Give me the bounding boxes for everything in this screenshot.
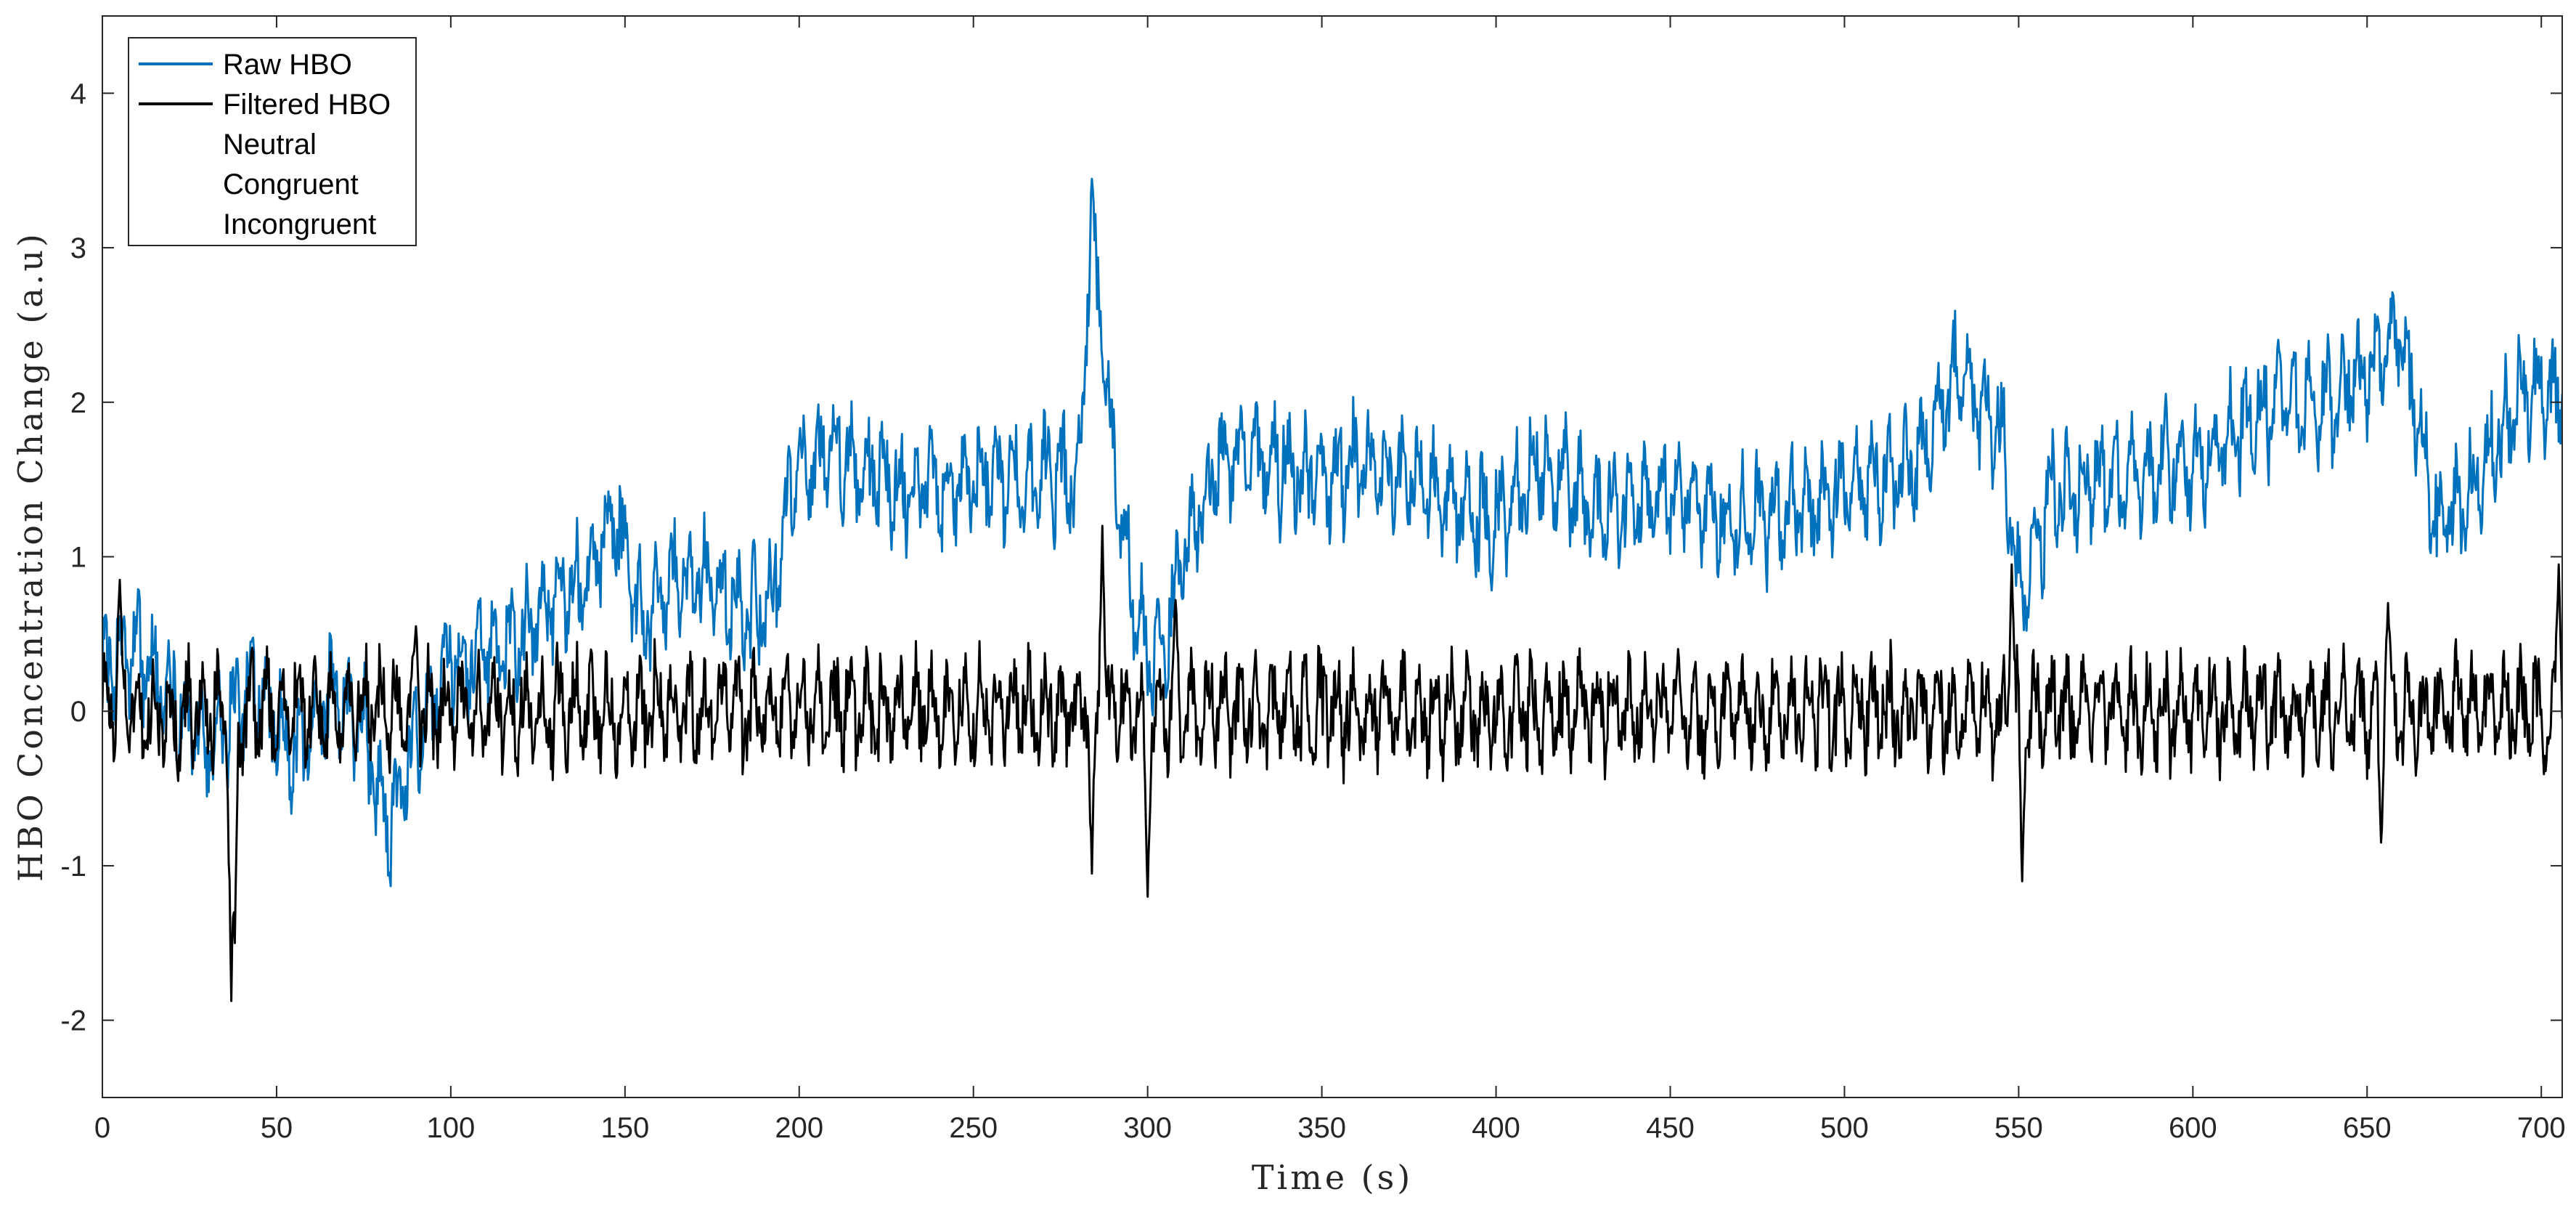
legend-entry: Incongruent bbox=[223, 208, 376, 240]
y-axis: -2 -1 0 1 2 3 4 bbox=[60, 78, 2562, 1037]
y-tick-label: 2 bbox=[70, 387, 86, 419]
legend-entry: Congruent bbox=[223, 169, 359, 200]
x-tick-label: 700 bbox=[2517, 1112, 2566, 1144]
x-tick-label: 300 bbox=[1123, 1112, 1172, 1144]
x-tick-label: 200 bbox=[775, 1112, 823, 1144]
x-tick-label: 450 bbox=[1646, 1112, 1695, 1144]
x-tick-label: 550 bbox=[1994, 1112, 2043, 1144]
y-tick-label: -2 bbox=[60, 1005, 86, 1037]
x-tick-label: 600 bbox=[2169, 1112, 2217, 1144]
y-tick-label: 1 bbox=[70, 542, 86, 574]
y-axis-label: HBO Concentration Change (a.u) bbox=[11, 231, 50, 882]
legend-box bbox=[128, 37, 417, 246]
x-tick-label: 50 bbox=[261, 1112, 293, 1144]
y-tick-label: 4 bbox=[70, 78, 86, 110]
y-tick-label: 3 bbox=[70, 232, 86, 264]
x-tick-label: 350 bbox=[1297, 1112, 1346, 1144]
x-tick-label: 150 bbox=[600, 1112, 649, 1144]
legend: Raw HBO Filtered HBO Neutral Congruent Incon… bbox=[128, 37, 417, 246]
x-tick-label: 100 bbox=[427, 1112, 476, 1144]
x-tick-label: 400 bbox=[1472, 1112, 1520, 1144]
series-lines bbox=[102, 177, 2562, 1002]
x-axis-label: Time (s) bbox=[1252, 1158, 1413, 1197]
x-tick-label: 650 bbox=[2343, 1112, 2392, 1144]
x-axis: 0 50 100 150 200 250 300 350 400 450 500 550 600 650 7… bbox=[94, 16, 2566, 1144]
series-line-filtered-hbo bbox=[102, 524, 2562, 1002]
plot-background bbox=[102, 16, 2562, 1098]
legend-entry: Neutral bbox=[223, 129, 317, 161]
x-tick-label: 250 bbox=[949, 1112, 998, 1144]
y-tick-label: 0 bbox=[70, 696, 86, 728]
series-line-raw-hbo bbox=[102, 177, 2562, 888]
x-tick-label: 500 bbox=[1820, 1112, 1869, 1144]
legend-entry: Filtered HBO bbox=[223, 89, 391, 121]
y-tick-label: -1 bbox=[60, 851, 86, 883]
legend-entry: Raw HBO bbox=[223, 49, 352, 81]
x-tick-label: 0 bbox=[94, 1112, 110, 1144]
